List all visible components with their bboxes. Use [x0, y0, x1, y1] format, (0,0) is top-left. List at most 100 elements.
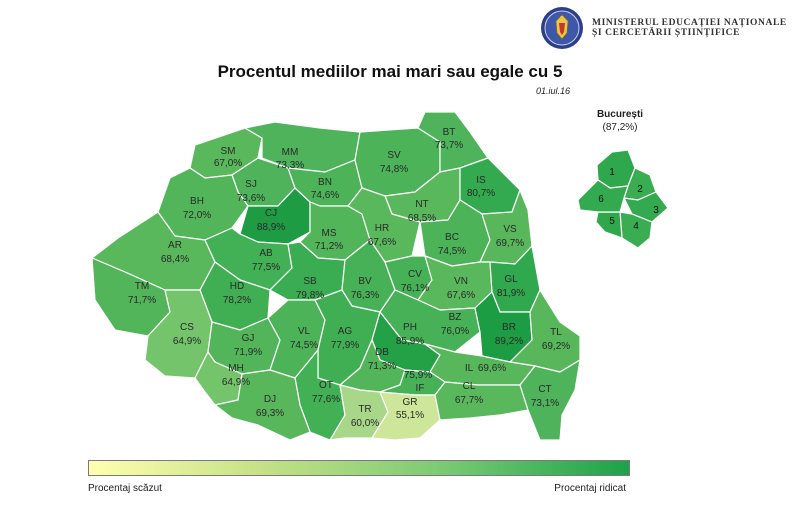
county-value-OT: 77,6%: [312, 394, 340, 405]
bucharest-sector-label-2: 2: [637, 184, 643, 195]
county-value-CT: 73,1%: [531, 398, 559, 409]
county-label-BR: BR: [502, 322, 516, 333]
county-value-MH: 64,9%: [222, 377, 250, 388]
county-value-MM: 73,3%: [276, 160, 304, 171]
bucharest-sector-6[interactable]: [577, 179, 629, 213]
county-label-GJ: GJ: [242, 333, 255, 344]
county-label-BN: BN: [318, 177, 332, 188]
county-value-TL: 69,2%: [542, 341, 570, 352]
county-label-AB: AB: [259, 248, 273, 259]
county-value-IS: 80,7%: [467, 188, 495, 199]
map-date: 01.iul.16: [535, 86, 570, 96]
county-label-AG: AG: [338, 326, 353, 337]
ministry-name-line1: Ministerul Educației Naționale: [592, 18, 787, 28]
county-value-VL: 74,5%: [290, 340, 318, 351]
county-value-BH: 72,0%: [183, 210, 211, 221]
county-label-SJ: SJ: [245, 179, 257, 190]
county-value-IL: 69,6%: [478, 363, 506, 374]
county-value-TR: 60,0%: [351, 418, 379, 429]
county-label-HD: HD: [230, 281, 244, 292]
county-label-PH: PH: [403, 322, 417, 333]
map-title: Procentul mediilor mai mari sau egale cu…: [217, 62, 563, 81]
county-label-MS: MS: [322, 228, 337, 239]
county-value-CL: 67,7%: [455, 395, 483, 406]
county-label-HR: HR: [375, 223, 389, 234]
county-label-CL: CL: [463, 381, 476, 392]
county-label-OT: OT: [319, 380, 333, 391]
county-value-SJ: 73,6%: [237, 193, 265, 204]
ministry-seal-icon: [541, 7, 583, 49]
county-value-SV: 74,8%: [380, 164, 408, 175]
county-value-GR: 55,1%: [396, 410, 424, 421]
county-value-GJ: 71,9%: [234, 347, 262, 358]
county-label-TM: TM: [135, 281, 149, 292]
county-value-AR: 68,4%: [161, 254, 189, 265]
county-value-VS: 69,7%: [496, 238, 524, 249]
county-label-BT: BT: [443, 127, 456, 138]
bucharest-sector-label-3: 3: [653, 205, 659, 216]
legend-color-scale: [88, 460, 630, 476]
county-value-MS: 71,2%: [315, 241, 343, 252]
county-value-BV: 76,3%: [351, 290, 379, 301]
county-label-DJ: DJ: [264, 394, 276, 405]
county-value-DJ: 69,3%: [256, 408, 284, 419]
ministry-header: Ministerul Educației Naționale și Cercet…: [540, 6, 802, 50]
county-value-CV: 76,1%: [401, 283, 429, 294]
county-label-IF: IF: [416, 383, 425, 394]
county-DJ[interactable]: [214, 369, 311, 441]
county-value-IF: 75,9%: [404, 370, 432, 381]
county-label-VS: VS: [503, 224, 517, 235]
county-value-BZ: 76,0%: [441, 326, 469, 337]
county-label-CV: CV: [408, 269, 422, 280]
county-label-CS: CS: [180, 322, 194, 333]
bucharest-sector-label-5: 5: [609, 216, 615, 227]
county-value-SM: 67,0%: [214, 158, 242, 169]
bucharest-sector-label-1: 1: [609, 167, 615, 178]
county-label-IS: IS: [476, 175, 486, 186]
county-label-BZ: BZ: [449, 312, 462, 323]
county-label-DB: DB: [375, 347, 389, 358]
county-CT[interactable]: [519, 359, 581, 441]
county-value-AB: 77,5%: [252, 262, 280, 273]
ministry-name-line2: și Cercetării Științifice: [592, 28, 741, 38]
county-value-BT: 73,7%: [435, 140, 463, 151]
county-value-PH: 85,9%: [396, 336, 424, 347]
county-label-BC: BC: [445, 232, 459, 243]
county-value-BR: 89,2%: [495, 336, 523, 347]
county-value-SB: 79,8%: [296, 290, 324, 301]
county-label-IL: IL: [465, 363, 474, 374]
county-value-BN: 74,6%: [311, 190, 339, 201]
bucharest-sector-label-4: 4: [633, 221, 639, 232]
county-label-BH: BH: [190, 196, 204, 207]
county-value-AG: 77,9%: [331, 340, 359, 351]
county-label-SV: SV: [387, 150, 401, 161]
county-value-DB: 71,3%: [368, 361, 396, 372]
bucharest-name: București: [596, 109, 644, 120]
county-label-BV: BV: [358, 276, 372, 287]
county-label-GR: GR: [403, 397, 418, 408]
legend-high-label: Procentaj ridicat: [554, 483, 626, 494]
county-value-NT: 68,5%: [408, 213, 436, 224]
bucharest-sector-label-6: 6: [598, 194, 604, 205]
county-label-SM: SM: [221, 146, 236, 157]
county-label-VL: VL: [298, 326, 311, 337]
county-value-BC: 74,5%: [438, 246, 466, 257]
county-value-GL: 81,9%: [497, 288, 525, 299]
bucharest-percent: (87,2%): [602, 122, 638, 133]
county-value-TM: 71,7%: [128, 295, 156, 306]
county-label-MH: MH: [228, 363, 244, 374]
ministry-name: Ministerul Educației Naționale și Cercet…: [592, 18, 807, 38]
county-value-HD: 78,2%: [223, 295, 251, 306]
bucharest-sector-labels: 1 2 3 4 5 6: [598, 167, 659, 232]
county-value-CJ: 88,9%: [257, 222, 285, 233]
county-label-GL: GL: [504, 274, 518, 285]
legend-low-label: Procentaj scăzut: [88, 483, 162, 494]
county-label-SB: SB: [303, 276, 317, 287]
county-label-TR: TR: [358, 404, 371, 415]
bucharest-inset: [577, 149, 669, 249]
county-label-TL: TL: [550, 327, 562, 338]
county-label-VN: VN: [454, 276, 468, 287]
county-value-VN: 67,6%: [447, 290, 475, 301]
county-label-NT: NT: [415, 199, 428, 210]
